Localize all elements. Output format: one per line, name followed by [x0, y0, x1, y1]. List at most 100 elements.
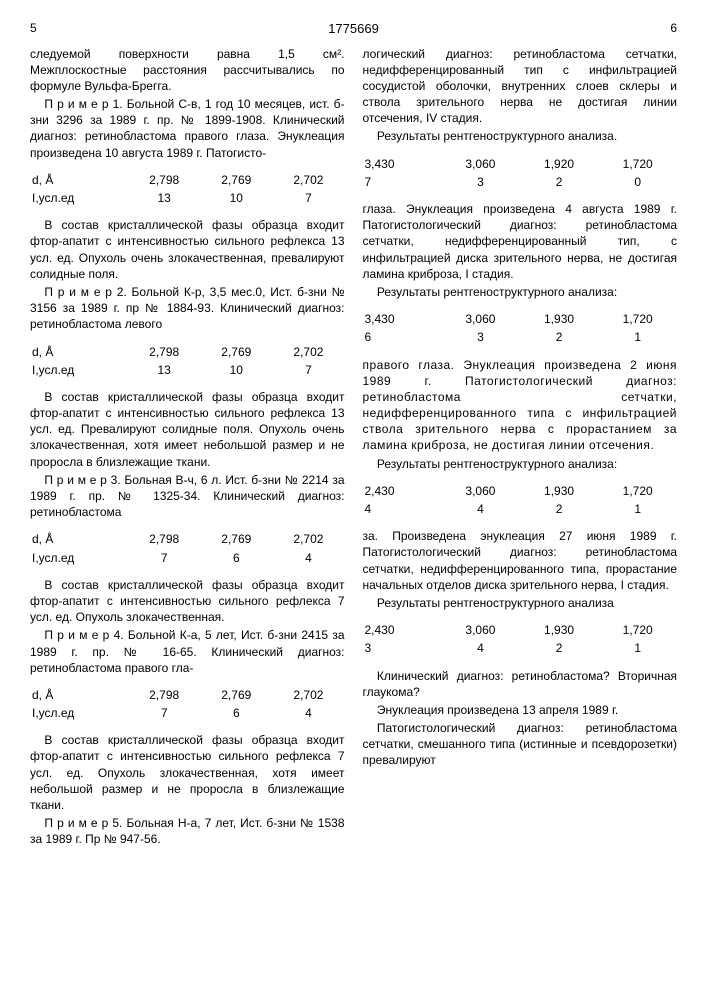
page-num-left: 5	[30, 20, 37, 38]
cell: 3	[441, 173, 520, 191]
cell: 1,930	[520, 621, 599, 639]
document-number: 1775669	[37, 20, 671, 38]
table-row: d, Å 2,798 2,769 2,702	[30, 343, 345, 361]
cell: 4	[441, 639, 520, 657]
cell: 1,720	[598, 310, 677, 328]
para: П р и м е р 3. Больная В-ч, 6 л. Ист. б-…	[30, 472, 345, 521]
cell: 0	[598, 173, 677, 191]
cell: 4	[272, 704, 344, 722]
cell: 1,930	[520, 482, 599, 500]
cell: I,усл.ед	[30, 361, 128, 379]
cell: 4	[441, 500, 520, 518]
cell: 2	[520, 173, 599, 191]
table-row: I,усл.ед 7 6 4	[30, 549, 345, 567]
table-row: d, Å 2,798 2,769 2,702	[30, 686, 345, 704]
cell: 2,769	[200, 171, 272, 189]
para: Результаты рентгеноструктурного анализа:	[363, 284, 678, 300]
cell: 1,930	[520, 310, 599, 328]
cell: 2	[520, 500, 599, 518]
right-column: логический диагноз: ретинобластома сетча…	[363, 46, 678, 850]
cell: 13	[128, 189, 200, 207]
para: Результаты рентгеноструктурного анализа.	[363, 128, 678, 144]
cell: 2,702	[272, 686, 344, 704]
cell: 1	[598, 639, 677, 657]
cell: 3,060	[441, 482, 520, 500]
cell: 7	[363, 173, 442, 191]
cell: 10	[200, 189, 272, 207]
cell: 2,702	[272, 530, 344, 548]
para: Результаты рентгеноструктурного анализа	[363, 595, 678, 611]
cell: 6	[200, 704, 272, 722]
cell: 2,769	[200, 686, 272, 704]
cell: 2,798	[128, 171, 200, 189]
cell: 1,720	[598, 621, 677, 639]
table-row: I,усл.ед 13 10 7	[30, 189, 345, 207]
cell: 2,769	[200, 343, 272, 361]
para: П р и м е р 2. Больной К-р, 3,5 мес.0, И…	[30, 284, 345, 333]
para: Энуклеация произведена 13 апреля 1989 г.	[363, 702, 678, 718]
cell: 4	[363, 500, 442, 518]
cell: 3,430	[363, 155, 442, 173]
cell: 10	[200, 361, 272, 379]
cell: 2	[520, 639, 599, 657]
cell: 2	[520, 328, 599, 346]
cell: 7	[272, 361, 344, 379]
cell: 2,798	[128, 530, 200, 548]
table-row: I,усл.ед 13 10 7	[30, 361, 345, 379]
cell: I,усл.ед	[30, 704, 128, 722]
cell: 3	[363, 639, 442, 657]
para: за. Произведена энуклеация 27 июня 1989 …	[363, 528, 678, 593]
data-table-1: d, Å 2,798 2,769 2,702 I,усл.ед 13 10 7	[30, 171, 345, 207]
table-row: I,усл.ед 7 6 4	[30, 704, 345, 722]
table-row: 7 3 2 0	[363, 173, 678, 191]
para: В состав кристаллической фазы образца вх…	[30, 389, 345, 470]
cell: d, Å	[30, 343, 128, 361]
cell: 2,798	[128, 343, 200, 361]
table-row: 2,430 3,060 1,930 1,720	[363, 482, 678, 500]
table-row: 6 3 2 1	[363, 328, 678, 346]
cell: 6	[200, 549, 272, 567]
cell: 3,430	[363, 310, 442, 328]
content-columns: следуемой поверхности равна 1,5 см². Меж…	[30, 46, 677, 850]
cell: 3,060	[441, 310, 520, 328]
para: В состав кристаллической фазы образца вх…	[30, 217, 345, 282]
cell: 1,920	[520, 155, 599, 173]
data-table-r4: 2,430 3,060 1,930 1,720 3 4 2 1	[363, 621, 678, 657]
data-table-r1: 3,430 3,060 1,920 1,720 7 3 2 0	[363, 155, 678, 191]
table-row: 3,430 3,060 1,930 1,720	[363, 310, 678, 328]
data-table-r3: 2,430 3,060 1,930 1,720 4 4 2 1	[363, 482, 678, 518]
para: Результаты рентгеноструктурного анализа:	[363, 456, 678, 472]
cell: 1,720	[598, 155, 677, 173]
cell: 2,702	[272, 343, 344, 361]
data-table-4: d, Å 2,798 2,769 2,702 I,усл.ед 7 6 4	[30, 686, 345, 722]
table-row: 3 4 2 1	[363, 639, 678, 657]
cell: 7	[128, 549, 200, 567]
cell: 7	[272, 189, 344, 207]
para: правого глаза. Энуклеация произведена 2 …	[363, 357, 678, 454]
table-row: d, Å 2,798 2,769 2,702	[30, 171, 345, 189]
cell: 3,060	[441, 155, 520, 173]
cell: 2,430	[363, 621, 442, 639]
cell: 3	[441, 328, 520, 346]
cell: 6	[363, 328, 442, 346]
cell: 1,720	[598, 482, 677, 500]
page-num-right: 6	[670, 20, 677, 38]
cell: I,усл.ед	[30, 549, 128, 567]
para: логический диагноз: ретинобластома сетча…	[363, 46, 678, 127]
para: следуемой поверхности равна 1,5 см². Меж…	[30, 46, 345, 95]
table-row: 3,430 3,060 1,920 1,720	[363, 155, 678, 173]
cell: 2,430	[363, 482, 442, 500]
cell: d, Å	[30, 686, 128, 704]
para: глаза. Энуклеация произведена 4 августа …	[363, 201, 678, 282]
cell: 1	[598, 500, 677, 518]
table-row: d, Å 2,798 2,769 2,702	[30, 530, 345, 548]
para: В состав кристаллической фазы образца вх…	[30, 732, 345, 813]
data-table-3: d, Å 2,798 2,769 2,702 I,усл.ед 7 6 4	[30, 530, 345, 566]
cell: 2,769	[200, 530, 272, 548]
cell: d, Å	[30, 530, 128, 548]
para: П р и м е р 5. Больная Н-а, 7 лет, Ист. …	[30, 815, 345, 847]
table-row: 4 4 2 1	[363, 500, 678, 518]
page-header: 5 1775669 6	[30, 20, 677, 38]
cell: I,усл.ед	[30, 189, 128, 207]
cell: 7	[128, 704, 200, 722]
